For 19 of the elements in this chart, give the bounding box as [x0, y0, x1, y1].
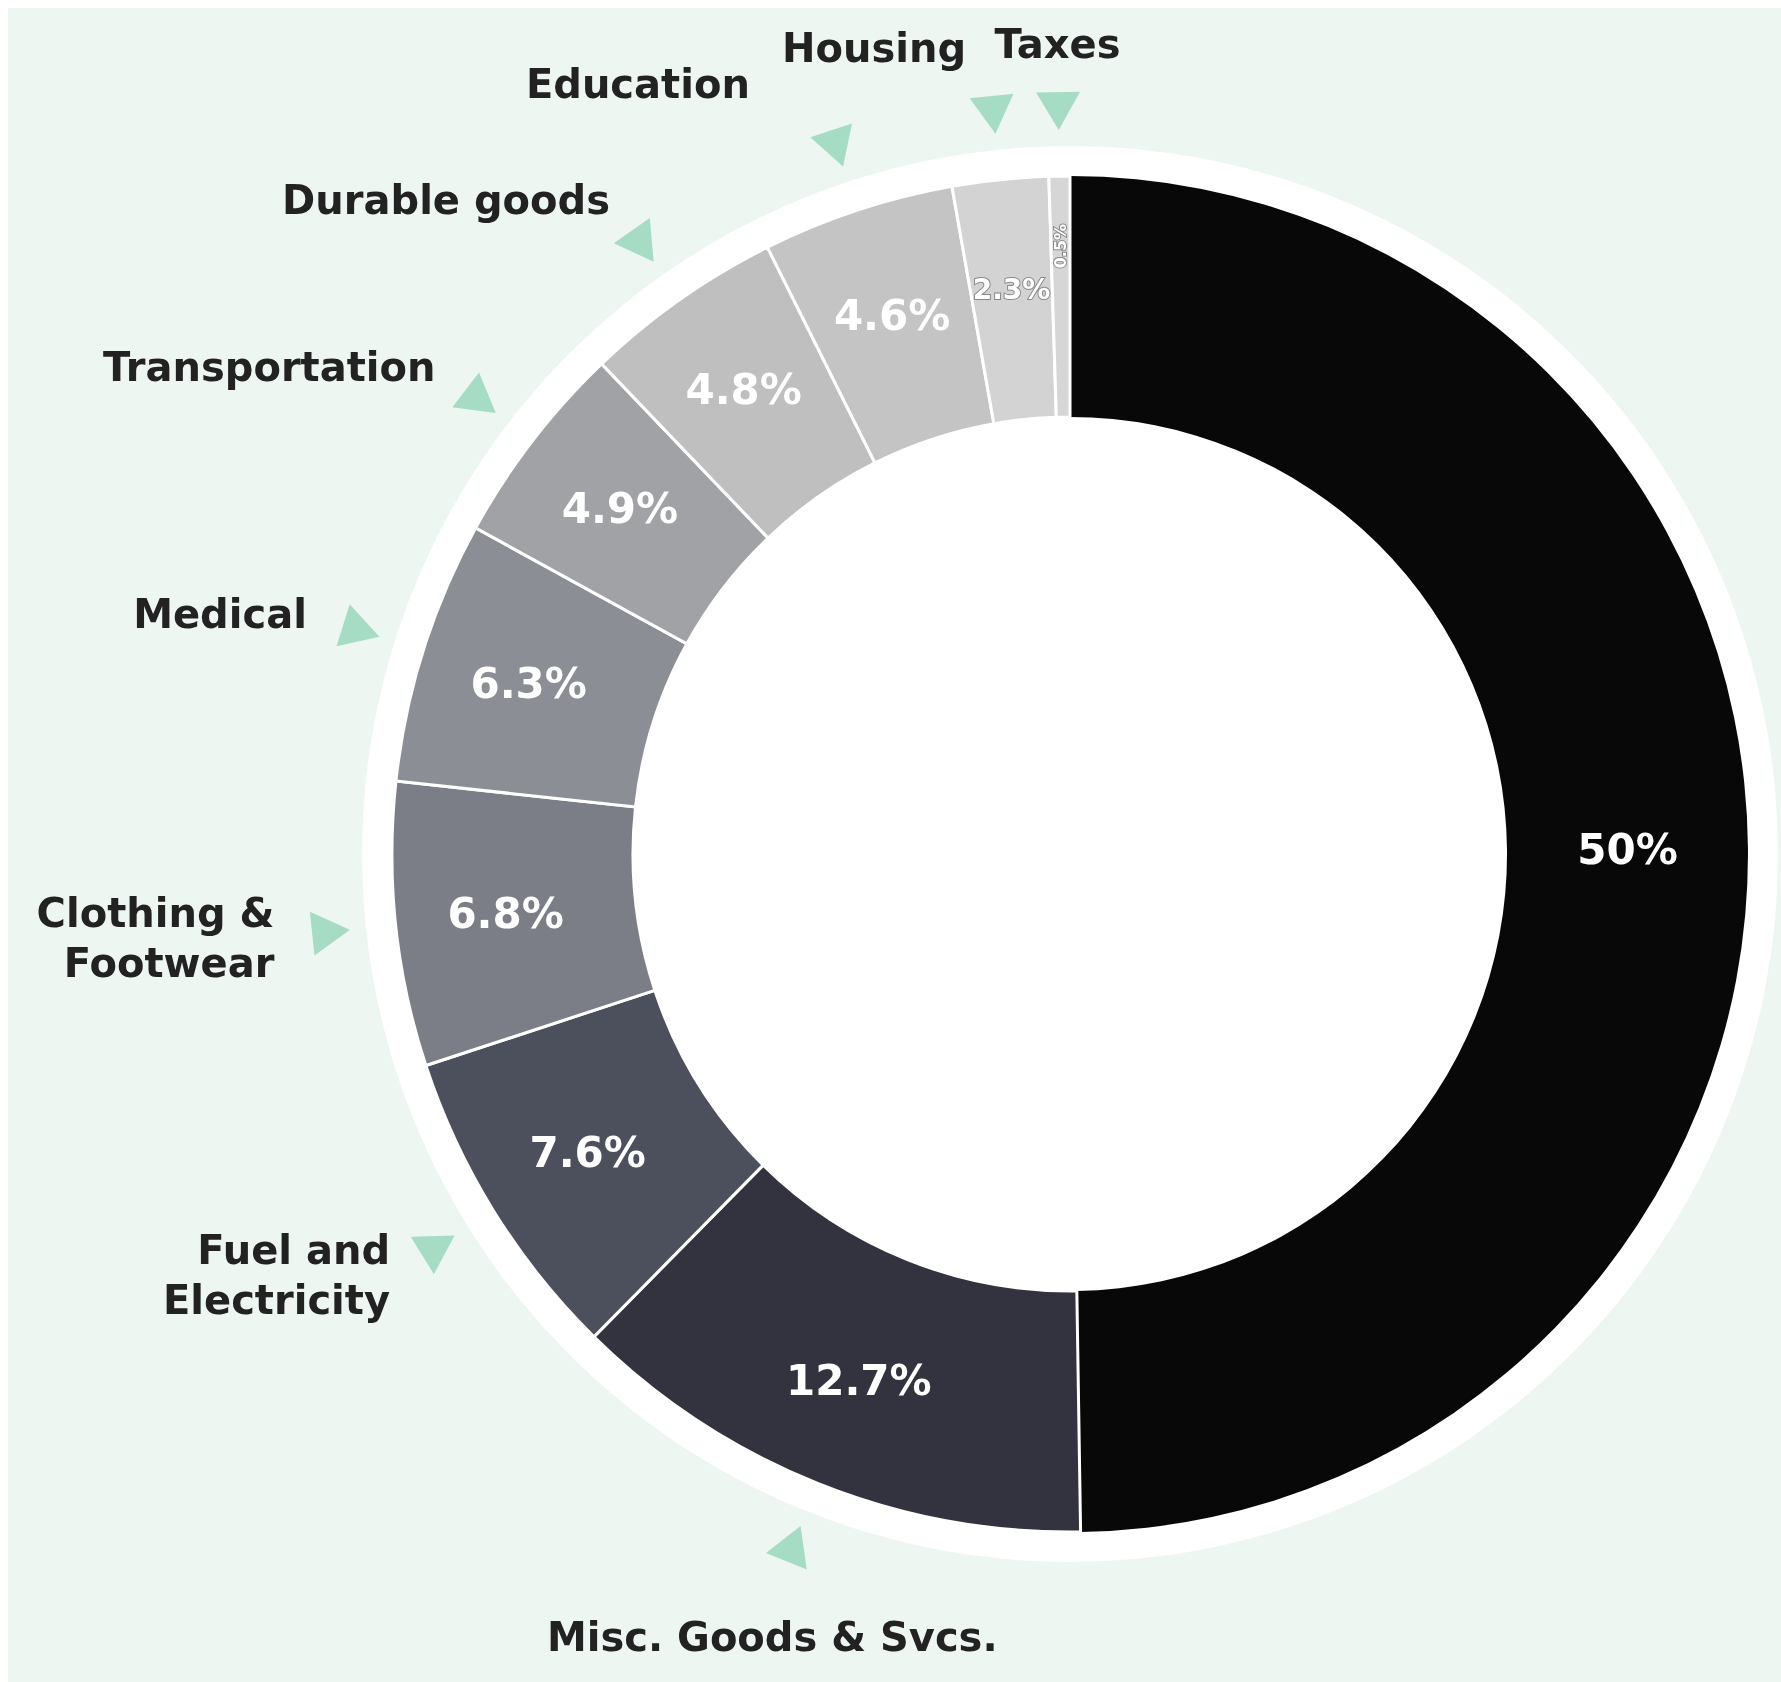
- slice-label: Taxes: [994, 21, 1121, 68]
- data-label: 4.8%: [685, 365, 802, 415]
- slice-label: Transportation: [102, 343, 436, 390]
- slice-label: Durable goods: [282, 176, 610, 223]
- data-label: 6.3%: [470, 659, 587, 709]
- data-label: 12.7%: [785, 1356, 932, 1406]
- data-label: 4.9%: [561, 483, 679, 533]
- slice-label: Medical: [133, 590, 307, 637]
- data-label: 0.5%: [1051, 223, 1070, 269]
- slice-label: Clothing & Footwear: [36, 889, 275, 986]
- data-label: 50%: [1577, 825, 1678, 875]
- slice-label: Housing: [782, 25, 967, 72]
- slice-label: Fuel and Electricity: [162, 1227, 391, 1324]
- slice-label: Misc. Goods & Svcs.: [546, 1613, 998, 1660]
- data-label: 6.8%: [447, 888, 564, 938]
- data-label: 7.6%: [529, 1128, 646, 1178]
- data-label: 4.6%: [833, 290, 951, 340]
- data-label: 2.3%: [972, 273, 1051, 307]
- slice-label: Education: [525, 61, 750, 108]
